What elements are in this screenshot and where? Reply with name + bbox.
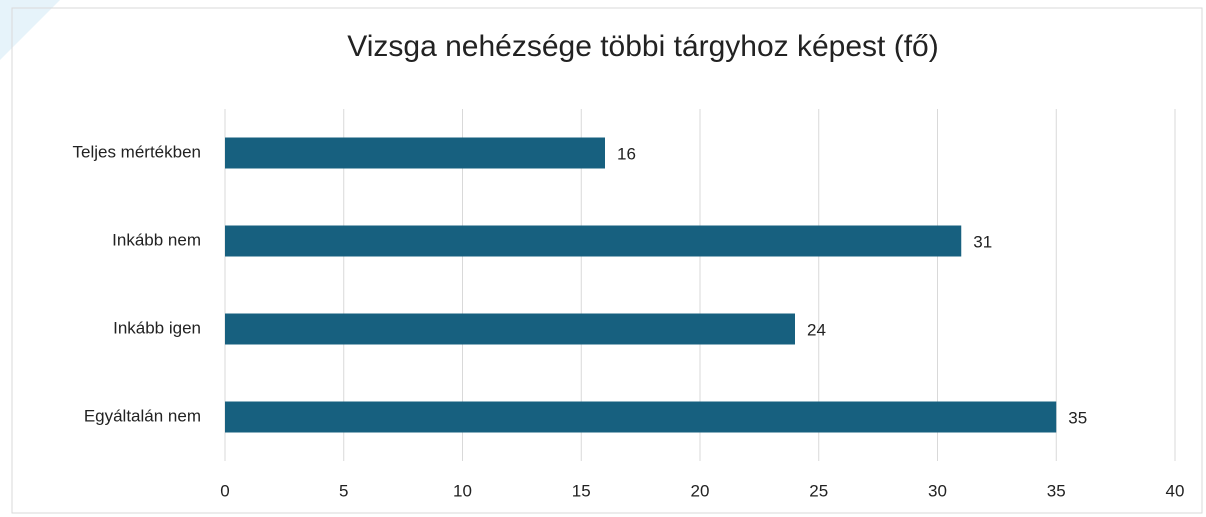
x-tick-label: 0	[220, 481, 229, 500]
x-tick-label: 25	[809, 481, 828, 500]
chart-border	[11, 7, 1203, 514]
bar	[225, 313, 795, 345]
x-tick-label: 40	[1166, 481, 1185, 500]
x-tick-label: 5	[339, 481, 348, 500]
chart-title: Vizsga nehézsége többi tárgyhoz képest (…	[347, 30, 938, 63]
bar	[225, 225, 962, 257]
corner-decoration	[0, 0, 60, 60]
y-tick-label: Egyáltalán nem	[84, 406, 201, 425]
x-tick-label: 10	[453, 481, 472, 500]
data-label: 35	[1068, 408, 1087, 427]
y-tick-label: Inkább nem	[112, 230, 201, 249]
x-tick-label: 35	[1047, 481, 1066, 500]
y-tick-label: Inkább igen	[113, 318, 201, 337]
x-tick-label: 15	[572, 481, 591, 500]
y-tick-label: Teljes mértékben	[72, 142, 201, 161]
data-label: 24	[807, 320, 826, 339]
data-label: 31	[973, 232, 992, 251]
x-tick-label: 20	[691, 481, 710, 500]
bar	[225, 137, 605, 169]
bar	[225, 401, 1057, 433]
data-label: 16	[617, 144, 636, 163]
x-tick-label: 30	[928, 481, 947, 500]
